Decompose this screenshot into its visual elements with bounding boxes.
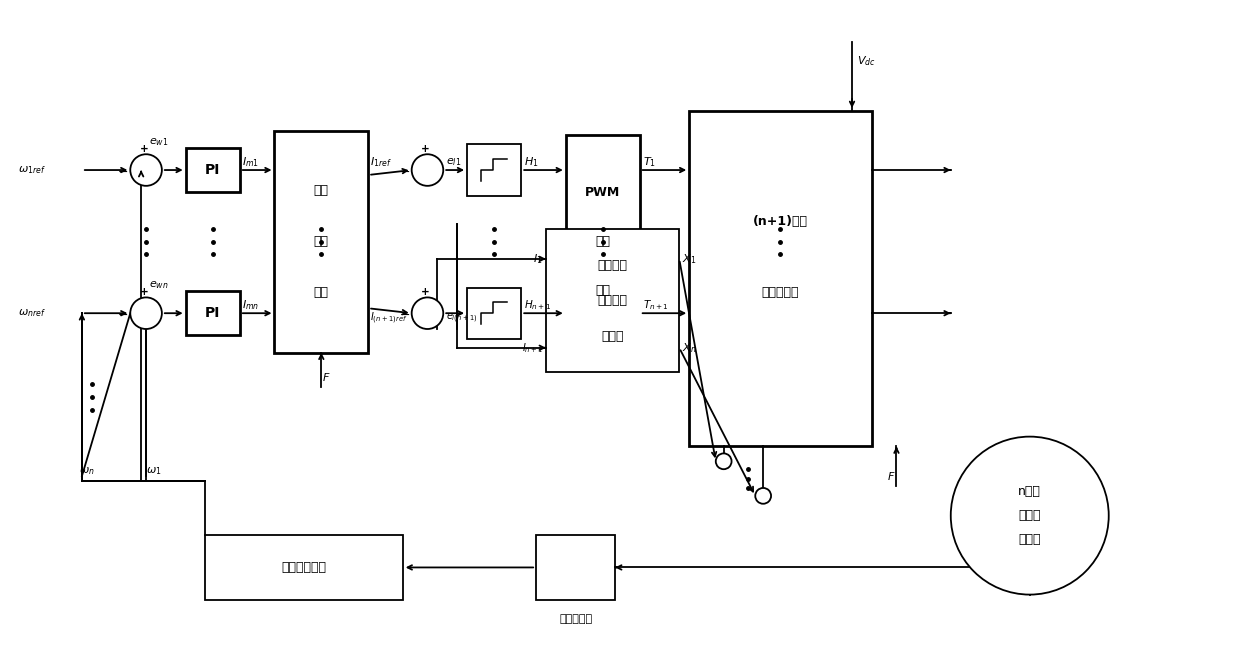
Text: −: − — [399, 309, 410, 322]
Text: $X_n$: $X_n$ — [682, 341, 697, 355]
Text: 单元: 单元 — [595, 284, 610, 297]
Text: PWM: PWM — [585, 186, 620, 199]
Text: $\omega_n$: $\omega_n$ — [79, 465, 94, 477]
Circle shape — [412, 297, 443, 329]
Bar — [546, 229, 680, 372]
Text: $F$: $F$ — [322, 371, 331, 384]
Bar — [689, 111, 872, 447]
Text: −: − — [118, 166, 129, 178]
Text: +: + — [422, 288, 430, 297]
Text: $e_{wn}$: $e_{wn}$ — [149, 280, 169, 291]
Text: (n+1)相电: (n+1)相电 — [753, 215, 808, 228]
Text: $X_1$: $X_1$ — [682, 252, 697, 266]
Text: +: + — [140, 288, 149, 297]
Circle shape — [715, 453, 732, 469]
Text: +: + — [140, 144, 149, 155]
Text: 位置传感器: 位置传感器 — [559, 615, 593, 624]
Text: −: − — [118, 309, 129, 322]
Text: $I_{n+1}$: $I_{n+1}$ — [522, 341, 543, 355]
Text: $e_{w1}$: $e_{w1}$ — [149, 136, 169, 148]
Circle shape — [755, 488, 771, 504]
Text: 检测和电: 检测和电 — [598, 294, 627, 307]
Text: $e_{l(n+1)}$: $e_{l(n+1)}$ — [446, 311, 477, 325]
Text: $I_{1ref}$: $I_{1ref}$ — [371, 155, 392, 169]
Bar — [467, 288, 521, 339]
Text: $\omega_1$: $\omega_1$ — [146, 465, 161, 477]
Text: 流电机: 流电机 — [1018, 533, 1042, 545]
Text: 联的直: 联的直 — [1018, 509, 1042, 522]
Circle shape — [412, 154, 443, 186]
Circle shape — [951, 437, 1109, 595]
Circle shape — [130, 297, 162, 329]
Bar — [536, 536, 615, 599]
Bar — [565, 136, 640, 348]
Text: $H_{n+1}$: $H_{n+1}$ — [525, 299, 552, 312]
Text: $\omega_{1ref}$: $\omega_{1ref}$ — [17, 164, 46, 176]
Text: $T_{n+1}$: $T_{n+1}$ — [642, 299, 668, 312]
Bar — [274, 130, 368, 353]
Text: 转速计算单元: 转速计算单元 — [281, 561, 326, 574]
Text: $I_{mn}$: $I_{mn}$ — [242, 299, 259, 312]
Text: $I_{(n+1)ref}$: $I_{(n+1)ref}$ — [371, 311, 408, 326]
Text: 压型逆变器: 压型逆变器 — [761, 286, 800, 299]
Text: $H_1$: $H_1$ — [525, 155, 539, 169]
Text: $\omega_{nref}$: $\omega_{nref}$ — [17, 307, 46, 319]
Text: −: − — [399, 166, 410, 178]
Text: $T_1$: $T_1$ — [642, 155, 656, 169]
Text: PI: PI — [205, 306, 221, 320]
Text: n个并: n个并 — [1018, 486, 1042, 498]
Text: 流计算: 流计算 — [601, 330, 624, 343]
Text: PI: PI — [205, 163, 221, 177]
Bar — [467, 144, 521, 195]
Text: $F$: $F$ — [888, 470, 895, 482]
Text: 脉冲: 脉冲 — [595, 235, 610, 248]
Text: +: + — [422, 144, 430, 155]
Text: $V_{dc}$: $V_{dc}$ — [857, 55, 875, 68]
Circle shape — [130, 154, 162, 186]
Bar — [206, 536, 403, 599]
Text: $e_{l1}$: $e_{l1}$ — [446, 156, 461, 168]
Text: 计算: 计算 — [314, 286, 329, 299]
Text: 电流: 电流 — [314, 235, 329, 248]
Text: $I_1$: $I_1$ — [533, 252, 543, 266]
Bar — [186, 148, 239, 192]
Bar — [186, 291, 239, 336]
Text: $I_{m1}$: $I_{m1}$ — [242, 155, 259, 169]
Text: 电机故障: 电机故障 — [598, 259, 627, 272]
Text: 参考: 参考 — [314, 184, 329, 197]
